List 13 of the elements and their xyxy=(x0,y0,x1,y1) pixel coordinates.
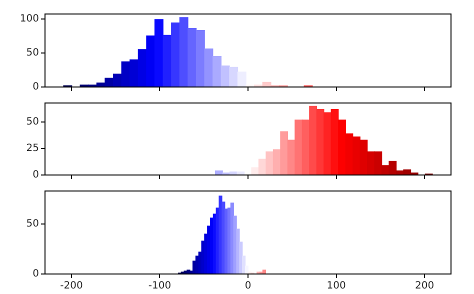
y-tick-label: 100 xyxy=(20,13,39,24)
y-tick-label: 50 xyxy=(26,47,39,58)
y-tick-label: 50 xyxy=(26,218,39,230)
x-tick-label: 100 xyxy=(326,280,346,292)
y-tick-label: 0 xyxy=(32,82,39,93)
y-tick-label: 0 xyxy=(32,170,39,181)
y-tick-label: 25 xyxy=(26,143,39,154)
x-tick-label: 0 xyxy=(244,280,252,292)
y-tick-label: 0 xyxy=(32,268,39,280)
x-tick-label: 200 xyxy=(414,280,434,292)
x-tick-label: -100 xyxy=(148,280,172,292)
y-tick-label: 50 xyxy=(26,116,39,128)
x-tick-label: -200 xyxy=(60,280,83,292)
